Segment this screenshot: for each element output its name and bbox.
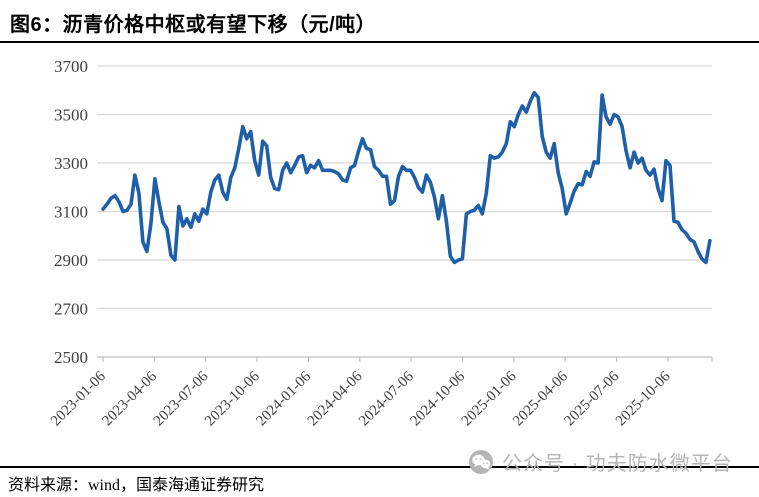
x-axis-tick-label: 2024-07-06 — [356, 368, 417, 429]
y-axis-tick-label: 3100 — [54, 203, 88, 222]
y-axis-tick-label: 2500 — [54, 348, 88, 367]
x-axis-tick-label: 2023-01-06 — [48, 368, 109, 429]
price-series-line — [101, 90, 712, 265]
x-axis-tick-label: 2023-04-06 — [99, 368, 160, 429]
y-axis-tick-label: 3300 — [54, 154, 88, 173]
x-axis-tick-label: 2025-04-06 — [510, 368, 571, 429]
source-note: 资料来源：wind，国泰海通证券研究 — [8, 477, 265, 494]
y-axis-tick-label: 2900 — [54, 251, 88, 270]
x-axis-tick-label: 2023-10-06 — [202, 368, 263, 429]
title-divider — [0, 41, 759, 43]
y-axis-tick-label: 3500 — [54, 106, 88, 125]
y-axis-tick-label: 2700 — [54, 300, 88, 319]
x-axis-tick-label: 2025-07-06 — [562, 368, 623, 429]
watermark-text: 公众号 · 功夫防水微平台 — [502, 453, 733, 475]
x-axis-tick-label: 2025-10-06 — [613, 368, 674, 429]
price-line-chart: 37003500330031002900270025002023-01-0620… — [48, 57, 713, 429]
watermark: 公众号 · 功夫防水微平台 — [468, 447, 733, 476]
x-axis-tick-label: 2024-01-06 — [253, 368, 314, 429]
wechat-icon — [469, 449, 493, 474]
x-axis-tick-label: 2023-07-06 — [151, 368, 212, 429]
x-axis-tick-label: 2024-04-06 — [305, 368, 366, 429]
figure-title: 图6：沥青价格中枢或有望下移（元/吨） — [10, 14, 377, 36]
y-axis-tick-label: 3700 — [54, 57, 88, 76]
x-axis-tick-label: 2025-01-06 — [459, 368, 520, 429]
footer-divider — [0, 466, 759, 468]
x-axis-tick-label: 2024-10-06 — [407, 368, 468, 429]
